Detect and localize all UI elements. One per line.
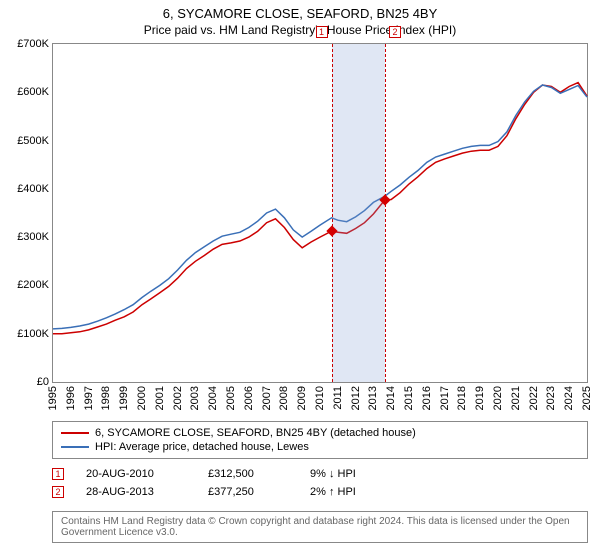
x-axis-tick-label: 2019 [474,386,486,410]
title-address: 6, SYCAMORE CLOSE, SEAFORD, BN25 4BY [0,0,600,21]
sale-marker-vline [332,44,333,382]
x-axis-tick-label: 2023 [545,386,557,410]
x-axis-tick-label: 2009 [296,386,308,410]
x-axis-tick-label: 1999 [118,386,130,410]
x-axis-tick-label: 2003 [189,386,201,410]
x-axis-tick-label: 2011 [332,386,344,410]
x-axis-tick-label: 2002 [172,386,184,410]
x-axis-tick-label: 1997 [83,386,95,410]
series-line [53,85,587,329]
x-axis-tick-label: 2010 [314,386,326,410]
legend-item: HPI: Average price, detached house, Lewe… [61,440,579,454]
x-axis-tick-label: 2025 [581,386,593,410]
sale-row: 2 28-AUG-2013 £377,250 2% ↑ HPI [52,483,588,501]
x-axis-tick-label: 1996 [65,386,77,410]
x-axis-tick-label: 2021 [510,386,522,410]
x-axis-tick-label: 2001 [154,386,166,410]
sale-marker-vline [385,44,386,382]
x-axis-tick-label: 2015 [403,386,415,410]
x-axis-tick-label: 2000 [136,386,148,410]
y-axis-tick-label: £300K [17,231,49,243]
x-axis-tick-label: 2004 [207,386,219,410]
legend-item: 6, SYCAMORE CLOSE, SEAFORD, BN25 4BY (de… [61,426,579,440]
y-axis-tick-label: £500K [17,135,49,147]
sale-delta-vs-hpi: 9% ↓ HPI [310,468,390,480]
sale-marker-icon: 2 [52,486,64,498]
sale-marker-top-icon: 2 [389,26,401,38]
legend-box: 6, SYCAMORE CLOSE, SEAFORD, BN25 4BY (de… [52,421,588,459]
y-axis-tick-label: £100K [17,328,49,340]
sales-list: 1 20-AUG-2010 £312,500 9% ↓ HPI 2 28-AUG… [52,465,588,501]
sale-period-shade [332,44,385,382]
sale-marker-top-icon: 1 [316,26,328,38]
title-subtitle: Price paid vs. HM Land Registry's House … [0,21,600,43]
y-axis-tick-label: £600K [17,86,49,98]
y-axis-tick-label: £400K [17,183,49,195]
legend-label: 6, SYCAMORE CLOSE, SEAFORD, BN25 4BY (de… [95,427,416,439]
x-axis-tick-label: 2017 [439,386,451,410]
x-axis-tick-label: 1998 [100,386,112,410]
x-axis-tick-label: 2013 [367,386,379,410]
legend-label: HPI: Average price, detached house, Lewe… [95,441,309,453]
x-axis-tick-label: 2022 [528,386,540,410]
x-axis-tick-label: 2024 [563,386,575,410]
sale-date: 20-AUG-2010 [86,468,186,480]
x-axis-tick-label: 2020 [492,386,504,410]
x-axis-tick-label: 2005 [225,386,237,410]
sale-marker-icon: 1 [52,468,64,480]
x-axis-tick-label: 2016 [421,386,433,410]
x-axis-tick-label: 2008 [278,386,290,410]
legend-swatch [61,432,89,434]
sale-delta-vs-hpi: 2% ↑ HPI [310,486,390,498]
y-axis-tick-label: £700K [17,38,49,50]
sale-date: 28-AUG-2013 [86,486,186,498]
x-axis-tick-label: 2007 [261,386,273,410]
series-line [53,83,587,334]
figure-container: 6, SYCAMORE CLOSE, SEAFORD, BN25 4BY Pri… [0,0,600,560]
x-axis-tick-label: 2014 [385,386,397,410]
x-axis-tick-label: 2006 [243,386,255,410]
x-axis-tick-label: 2012 [350,386,362,410]
chart-lines [53,44,587,382]
sale-row: 1 20-AUG-2010 £312,500 9% ↓ HPI [52,465,588,483]
legend-swatch [61,446,89,448]
attribution-box: Contains HM Land Registry data © Crown c… [52,511,588,543]
sale-price: £377,250 [208,486,288,498]
y-axis-tick-label: £200K [17,279,49,291]
x-axis-tick-label: 1995 [47,386,59,410]
x-axis-tick-label: 2018 [456,386,468,410]
chart-plot-area: £0£100K£200K£300K£400K£500K£600K£700K199… [52,43,588,383]
sale-price: £312,500 [208,468,288,480]
